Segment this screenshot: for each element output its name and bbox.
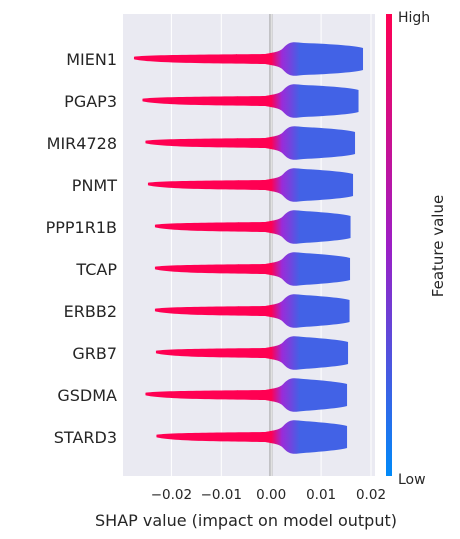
violin-ppp1r1b <box>154 210 351 244</box>
violin-gsdma <box>145 378 348 412</box>
feature-label-erbb2: ERBB2 <box>64 302 117 321</box>
feature-label-pnmt: PNMT <box>72 176 117 195</box>
x-tick-label: 0.02 <box>356 487 386 503</box>
feature-label-tcap: TCAP <box>75 260 117 279</box>
violin-erbb2 <box>154 294 350 328</box>
feature-label-pgap3: PGAP3 <box>64 92 117 111</box>
violin-stard3 <box>156 420 348 454</box>
violin-mien1 <box>133 42 364 76</box>
feature-label-mir4728: MIR4728 <box>47 134 117 153</box>
x-tick-label: 0.01 <box>306 487 336 503</box>
colorbar <box>386 14 392 476</box>
feature-labels: MIEN1 PGAP3 MIR4728 PNMT PPP1R1B TCAP ERBB2 GRB… <box>46 50 118 447</box>
colorbar-low-label: Low <box>398 472 426 488</box>
colorbar-title: Feature value <box>429 195 447 297</box>
x-tick-label: −0.02 <box>151 487 192 503</box>
feature-label-grb7: GRB7 <box>72 344 117 363</box>
violin-pnmt <box>147 168 354 202</box>
feature-label-ppp1r1b: PPP1R1B <box>46 218 117 237</box>
violin-grb7 <box>155 336 349 370</box>
feature-label-gsdma: GSDMA <box>57 386 117 405</box>
feature-label-mien1: MIEN1 <box>66 50 117 69</box>
violin-pgap3 <box>142 84 359 118</box>
feature-label-stard3: STARD3 <box>54 428 117 447</box>
violin-tcap <box>154 252 351 286</box>
colorbar-high-label: High <box>398 10 430 26</box>
x-tick-label: −0.01 <box>201 487 242 503</box>
violin-mir4728 <box>145 126 356 160</box>
x-axis-title: SHAP value (impact on model output) <box>95 511 397 530</box>
x-tick-labels: −0.02 −0.01 0.00 0.01 0.02 <box>151 487 386 503</box>
x-tick-label: 0.00 <box>256 487 286 503</box>
violins <box>133 42 364 454</box>
